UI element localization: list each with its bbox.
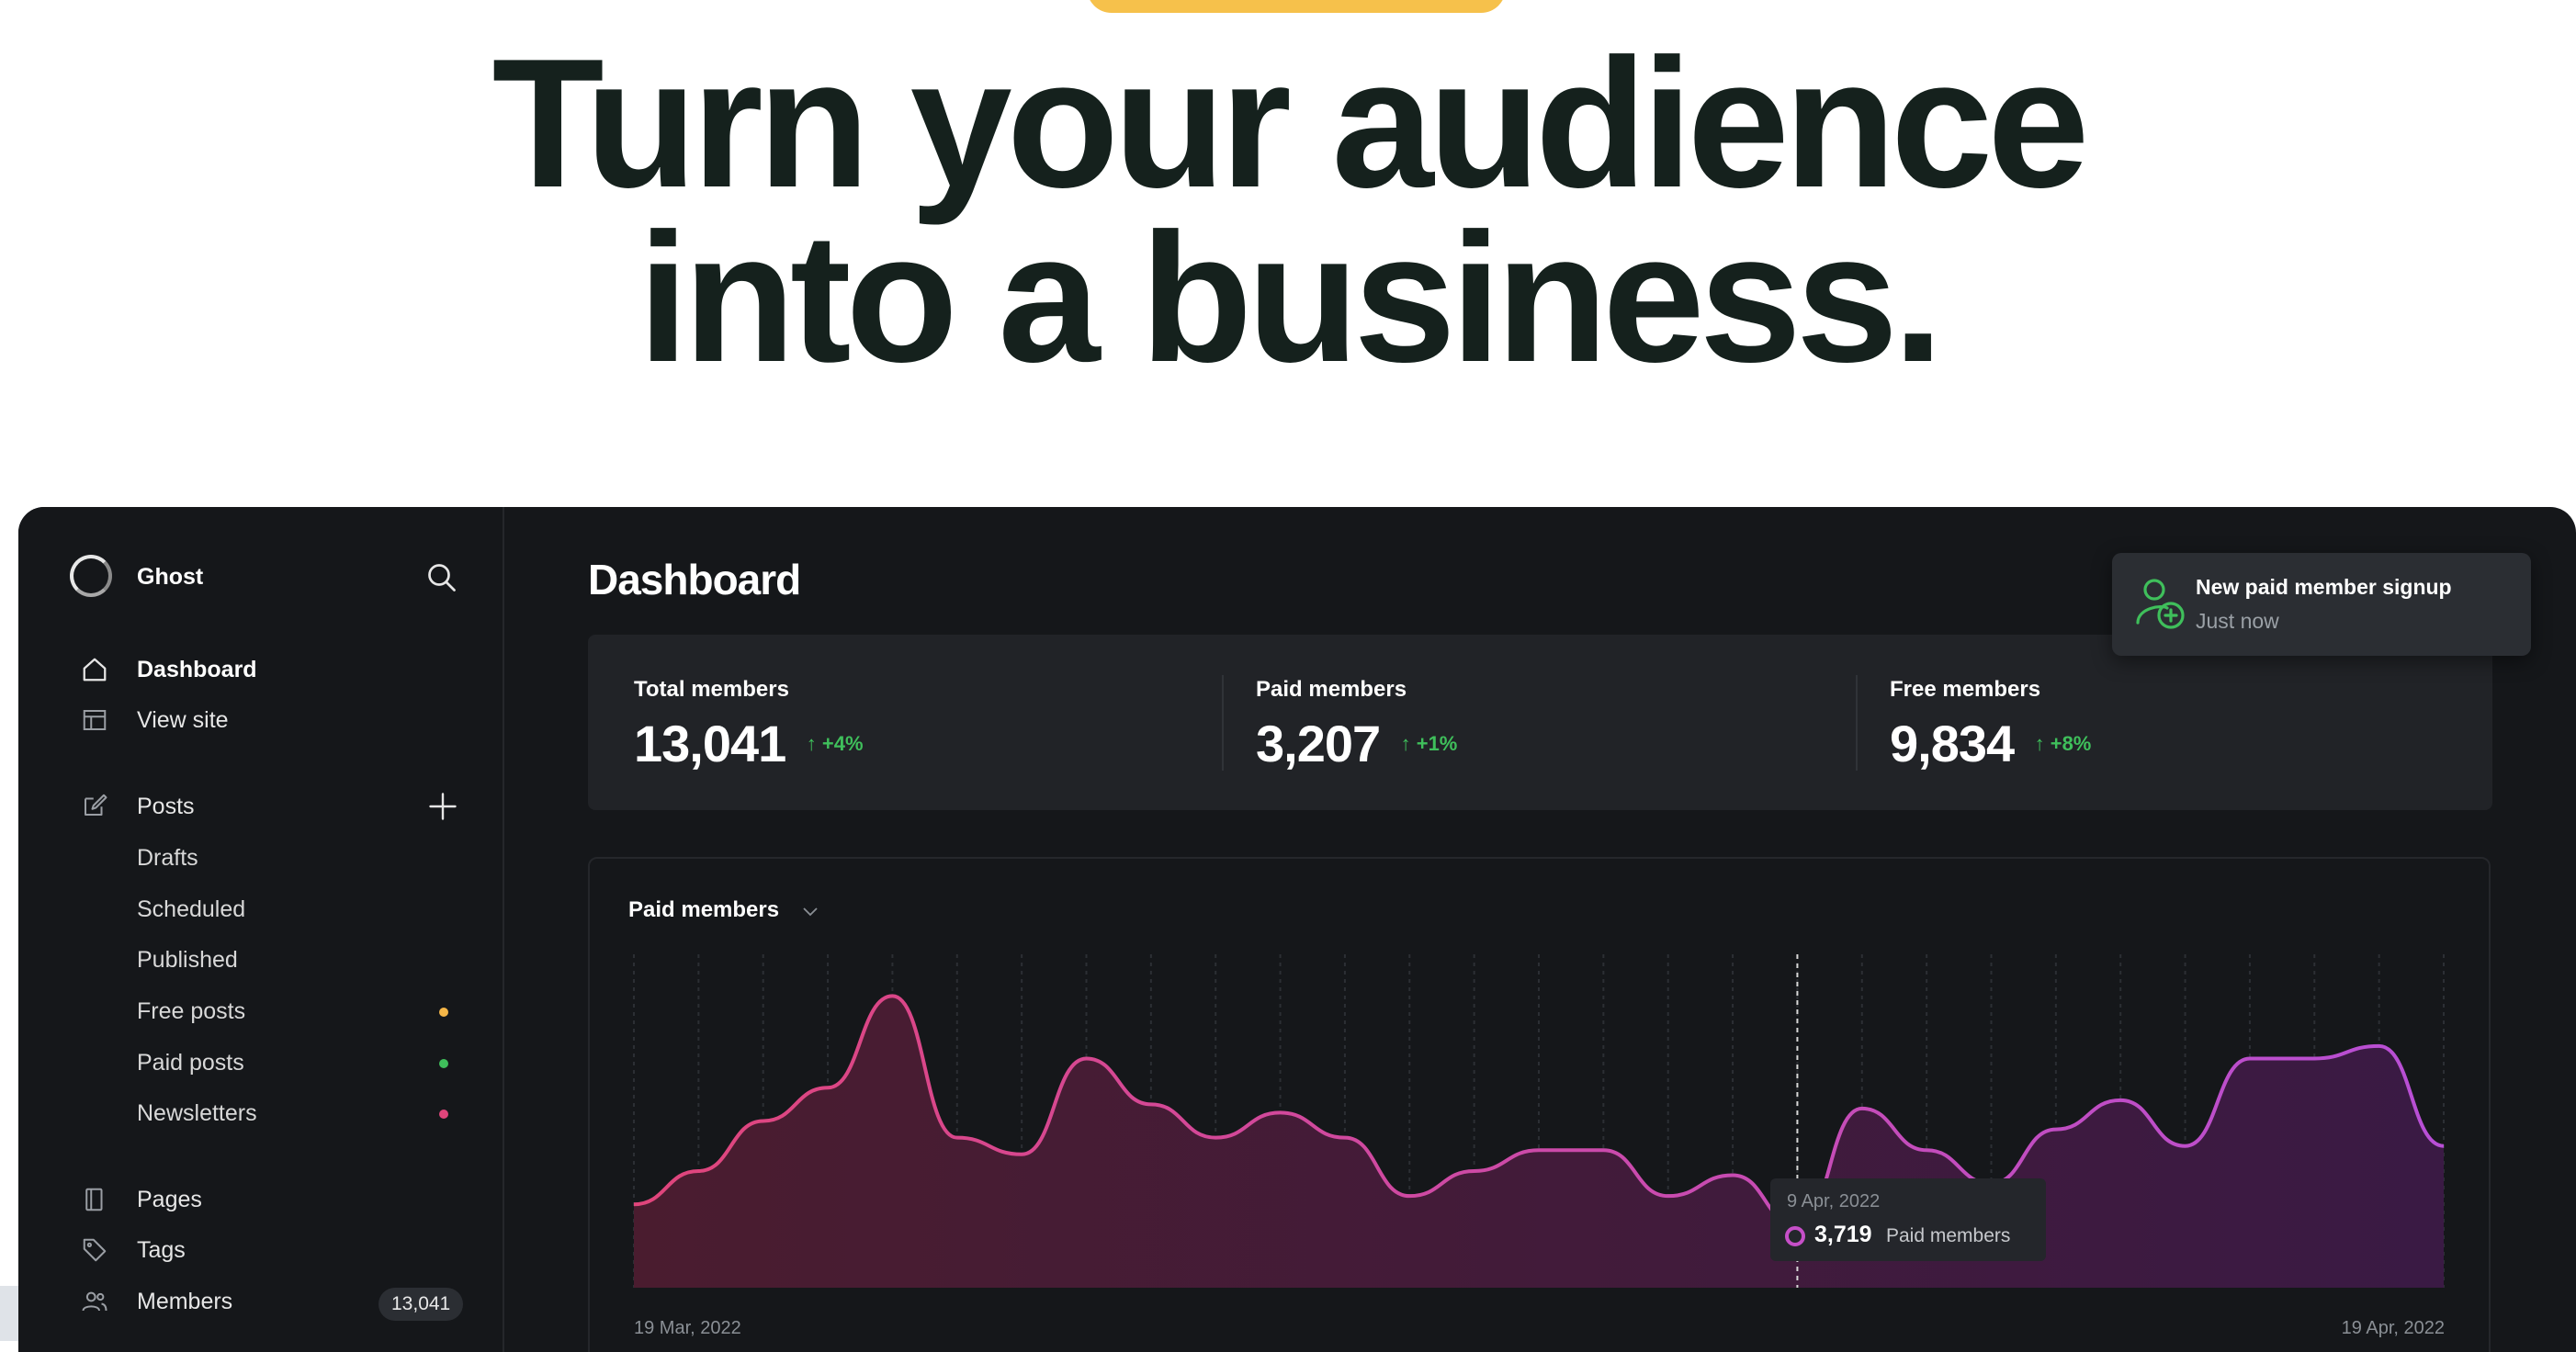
stat-delta: ↑ +1% [1400, 731, 1458, 755]
home-icon [81, 656, 108, 683]
stat-value: 3,207 [1256, 715, 1381, 772]
toast-title: New paid member signup [2196, 575, 2452, 599]
chevron-down-icon [803, 907, 818, 916]
stat-label: Free members [1890, 677, 2041, 702]
stat-total-members[interactable]: Total members 13,041 ↑ +4% [634, 677, 864, 773]
chart-series-line [633, 994, 2445, 1227]
main-content: Dashboard Total members 13,041 ↑ +4% Pai… [503, 507, 2576, 1352]
brand-name[interactable]: Ghost [137, 564, 204, 590]
top-cta-pill[interactable] [1087, 0, 1506, 13]
chart-card: Paid members 9 Apr, 2022 3,719 Paid memb… [588, 857, 2491, 1352]
page-icon [81, 1186, 108, 1213]
stat-label: Total members [634, 677, 789, 702]
stat-free-members[interactable]: Free members 9,834 ↑ +8% [1890, 677, 2091, 773]
sidebar-item-members[interactable]: Members [137, 1289, 233, 1314]
chart-metric-select[interactable]: Paid members [628, 897, 819, 923]
page-edge-tab [0, 1286, 18, 1341]
free-posts-dot [439, 1008, 448, 1017]
hero-headline: Turn your audience into a business. [0, 21, 2576, 400]
stat-value: 13,041 [634, 715, 786, 772]
toast-timestamp: Just now [2196, 609, 2279, 633]
edit-icon [81, 792, 108, 819]
stat-value: 9,834 [1890, 715, 2015, 772]
user-add-icon [2136, 579, 2185, 629]
stat-divider [1222, 675, 1224, 771]
ghost-logo[interactable] [70, 555, 112, 597]
x-axis-start-label: 19 Mar, 2022 [634, 1318, 741, 1338]
stat-label: Paid members [1256, 677, 1407, 702]
sidebar-item-published[interactable]: Published [137, 947, 238, 973]
sidebar-item-free-posts[interactable]: Free posts [137, 998, 246, 1024]
sidebar: Ghost Dashboard View site Posts Drafts S… [18, 507, 504, 1352]
tooltip-series: Paid members [1886, 1225, 2011, 1246]
members-area-chart[interactable] [590, 859, 2492, 1352]
stats-panel: Total members 13,041 ↑ +4% Paid members … [588, 635, 2492, 810]
search-icon[interactable] [425, 561, 458, 594]
sidebar-item-tags[interactable]: Tags [137, 1237, 186, 1263]
sidebar-item-paid-posts[interactable]: Paid posts [137, 1050, 244, 1076]
layout-icon [81, 706, 108, 734]
tooltip-date: 9 Apr, 2022 [1787, 1191, 1881, 1211]
sidebar-item-drafts[interactable]: Drafts [137, 845, 198, 871]
sidebar-item-newsletters[interactable]: Newsletters [137, 1100, 257, 1126]
members-icon [81, 1288, 108, 1315]
hero-line-1: Turn your audience [491, 21, 2089, 226]
stat-paid-members[interactable]: Paid members 3,207 ↑ +1% [1256, 677, 1457, 773]
paid-posts-dot [439, 1059, 448, 1068]
tag-icon [81, 1236, 108, 1264]
x-axis-end-label: 19 Apr, 2022 [2341, 1318, 2445, 1338]
stat-divider [1856, 675, 1858, 771]
page-title: Dashboard [588, 556, 801, 603]
chart-tooltip: 9 Apr, 2022 3,719 Paid members [1770, 1178, 2046, 1261]
members-count-badge: 13,041 [378, 1288, 464, 1321]
newsletters-dot [439, 1110, 448, 1119]
sidebar-item-scheduled[interactable]: Scheduled [137, 896, 246, 922]
new-post-plus-icon[interactable] [426, 790, 459, 823]
sidebar-item-posts[interactable]: Posts [137, 794, 195, 819]
stat-delta: ↑ +8% [2034, 731, 2092, 755]
tooltip-value: 3,719 [1814, 1222, 1872, 1247]
tooltip-marker [1785, 1226, 1805, 1246]
hero-line-2: into a business. [638, 196, 1943, 400]
stat-delta: ↑ +4% [806, 731, 864, 755]
sidebar-item-view-site[interactable]: View site [137, 707, 229, 733]
app-window: Ghost Dashboard View site Posts Drafts S… [18, 507, 2576, 1352]
notification-toast[interactable]: New paid member signup Just now [2112, 553, 2531, 656]
sidebar-item-dashboard[interactable]: Dashboard [137, 657, 257, 682]
sidebar-item-pages[interactable]: Pages [137, 1187, 202, 1212]
